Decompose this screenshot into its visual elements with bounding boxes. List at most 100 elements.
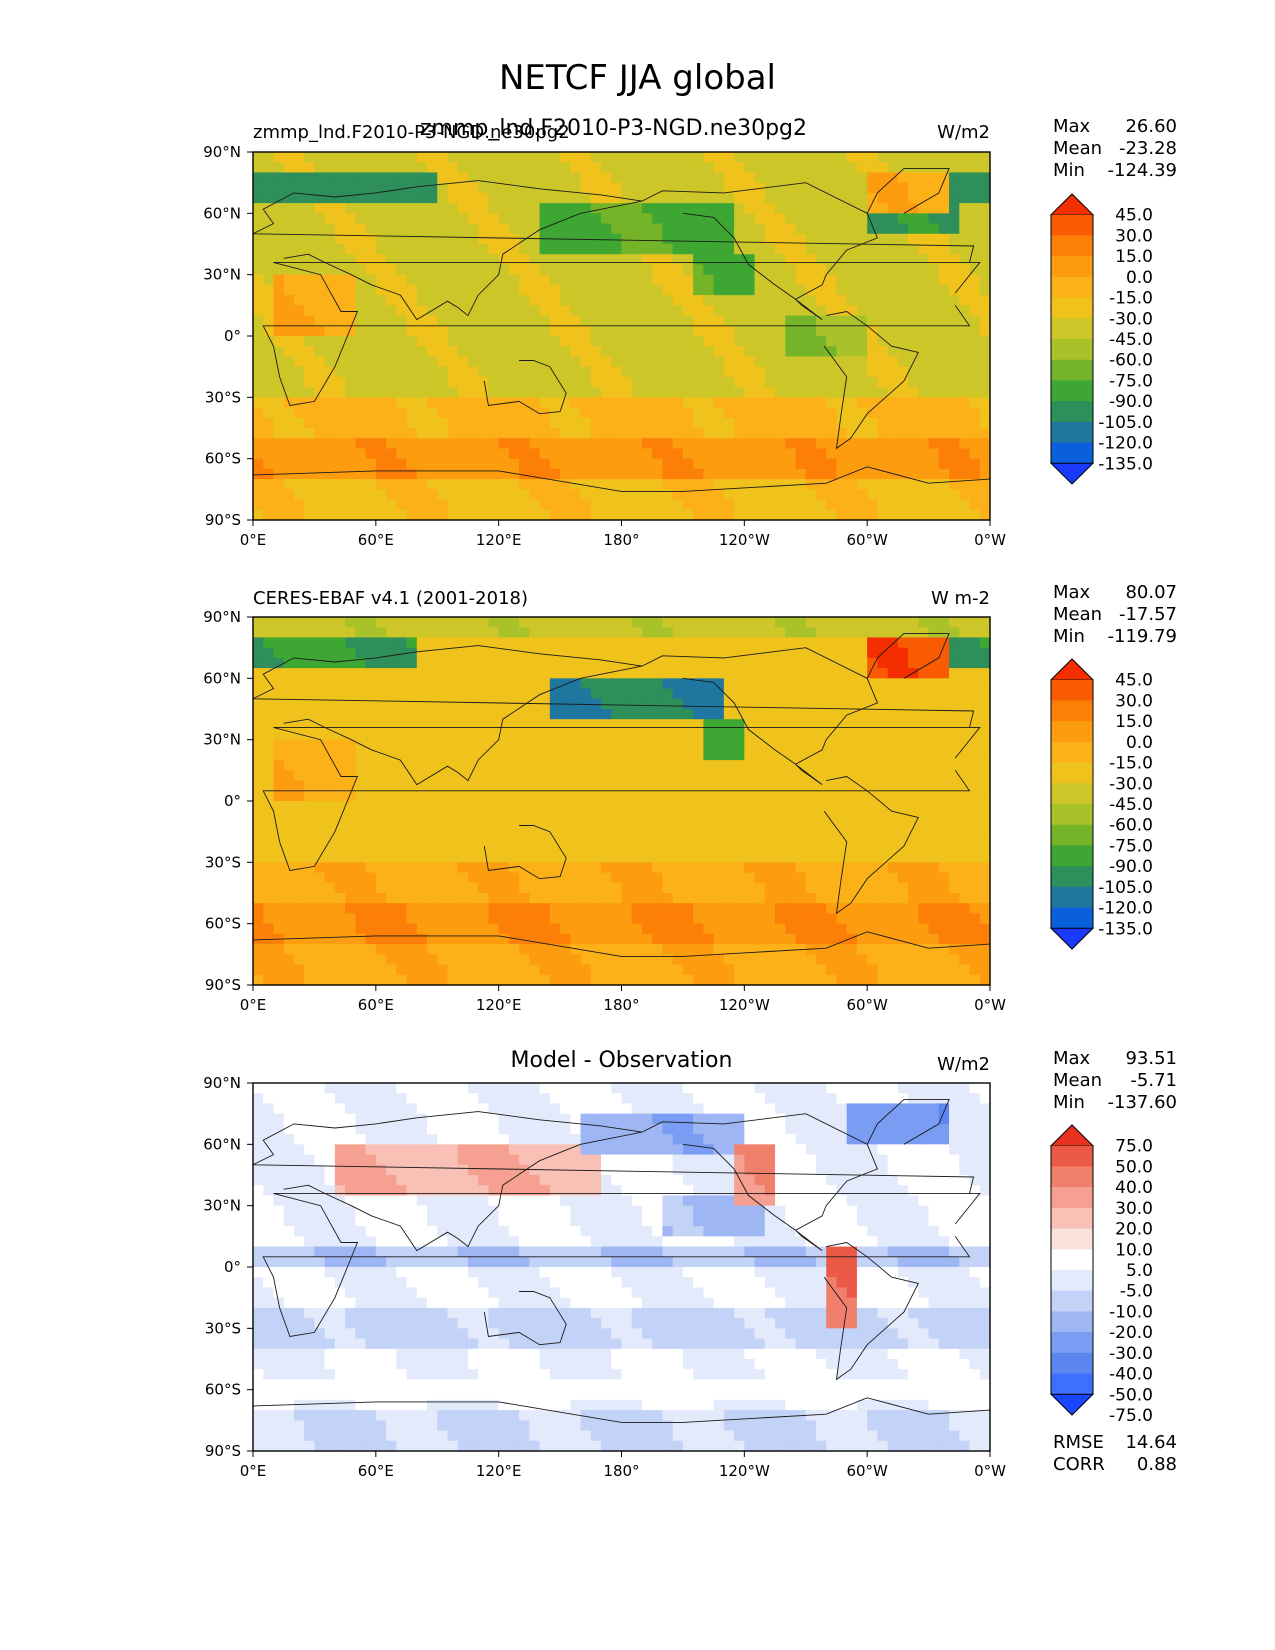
map-cell <box>488 637 500 649</box>
x-tick-label: 0°W <box>974 531 1006 549</box>
map-cell <box>437 688 449 700</box>
map-cell <box>488 244 500 255</box>
map-cell <box>938 647 950 659</box>
map-cell <box>867 668 879 679</box>
map-cell <box>601 678 612 690</box>
map-cell <box>949 295 960 306</box>
map-cell <box>734 172 745 184</box>
map-cell <box>457 637 469 649</box>
map-cell <box>693 182 704 194</box>
map-cell <box>478 356 490 368</box>
map-cell <box>611 811 623 823</box>
map-cell <box>979 509 991 521</box>
map-cell <box>805 192 817 204</box>
map-cell <box>611 678 623 690</box>
map-cell <box>908 264 919 276</box>
map-cell <box>918 428 930 439</box>
map-cell <box>611 387 623 398</box>
map-cell <box>355 698 367 710</box>
map-cell <box>396 760 408 771</box>
map-cell <box>959 438 971 450</box>
map-cell <box>826 893 838 904</box>
map-cell <box>887 678 899 690</box>
map-cell <box>693 770 704 782</box>
map-cell <box>416 397 428 409</box>
map-cell <box>672 698 684 710</box>
map-cell <box>488 913 500 925</box>
map-cell <box>764 438 776 450</box>
map-cell <box>744 458 756 470</box>
map-cell <box>253 152 264 163</box>
map-cell <box>457 295 469 306</box>
map-cell <box>416 152 428 163</box>
map-cell <box>580 203 592 214</box>
map-cell <box>877 468 889 480</box>
map-cell <box>273 336 285 347</box>
map-cell <box>549 893 561 904</box>
map-cell <box>631 882 643 894</box>
map-cell <box>273 698 285 710</box>
map-cell <box>375 152 387 163</box>
map-cell <box>846 749 858 761</box>
map-cell <box>304 192 316 204</box>
map-cell <box>621 627 633 639</box>
map-cell <box>897 438 909 450</box>
map-cell <box>795 182 807 194</box>
map-cell <box>713 172 725 184</box>
map-cell <box>406 305 418 317</box>
map-cell <box>652 893 664 904</box>
map-cell <box>427 172 438 184</box>
map-cell <box>304 923 316 935</box>
map-cell <box>283 657 295 669</box>
map-cell <box>539 172 551 184</box>
map-cell <box>570 499 582 511</box>
map-cell <box>549 678 561 690</box>
map-cell <box>427 295 438 306</box>
map-cell <box>887 719 899 731</box>
map-cell <box>263 770 275 782</box>
map-cell <box>427 872 438 884</box>
map-cell <box>263 801 275 812</box>
map-cell <box>662 346 674 358</box>
map-cell <box>908 223 919 235</box>
map-cell <box>529 468 541 480</box>
map-cell <box>508 152 520 163</box>
map-cell <box>672 305 684 317</box>
map-cell <box>324 213 336 225</box>
map-cell <box>447 162 459 174</box>
map-cell <box>959 852 971 863</box>
map-cell <box>601 913 612 925</box>
map-cell <box>672 821 684 833</box>
map-cell <box>641 448 653 460</box>
map-cell <box>652 172 664 184</box>
map-cell <box>467 192 479 204</box>
map-cell <box>641 509 653 521</box>
map-cell <box>959 315 971 327</box>
map-cell <box>478 709 490 720</box>
map-cell <box>283 923 295 935</box>
map-cell <box>969 852 981 863</box>
map-cell <box>447 509 459 521</box>
map-cell <box>836 295 848 306</box>
map-cell <box>386 678 397 690</box>
map-cell <box>928 627 940 639</box>
map-cell <box>836 254 848 266</box>
map-cell <box>539 448 551 460</box>
map-cell <box>355 295 367 306</box>
map-cell <box>611 617 623 628</box>
map-cell <box>959 509 971 521</box>
map-cell <box>795 376 807 388</box>
map-cell <box>498 872 510 884</box>
map-cell <box>467 709 479 720</box>
map-cell <box>457 366 469 378</box>
map-cell <box>406 397 418 409</box>
map-cell <box>396 264 408 276</box>
map-cell <box>314 468 326 480</box>
map-cell <box>293 647 305 659</box>
map-cell <box>908 882 919 894</box>
map-cell <box>416 668 428 679</box>
map-cell <box>723 295 735 306</box>
map-cell <box>365 509 377 521</box>
map-cell <box>949 325 960 337</box>
